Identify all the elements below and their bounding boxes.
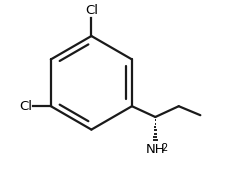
Text: 2: 2: [161, 143, 167, 154]
Text: Cl: Cl: [19, 100, 32, 113]
Text: Cl: Cl: [85, 4, 97, 17]
Text: NH: NH: [145, 143, 164, 156]
